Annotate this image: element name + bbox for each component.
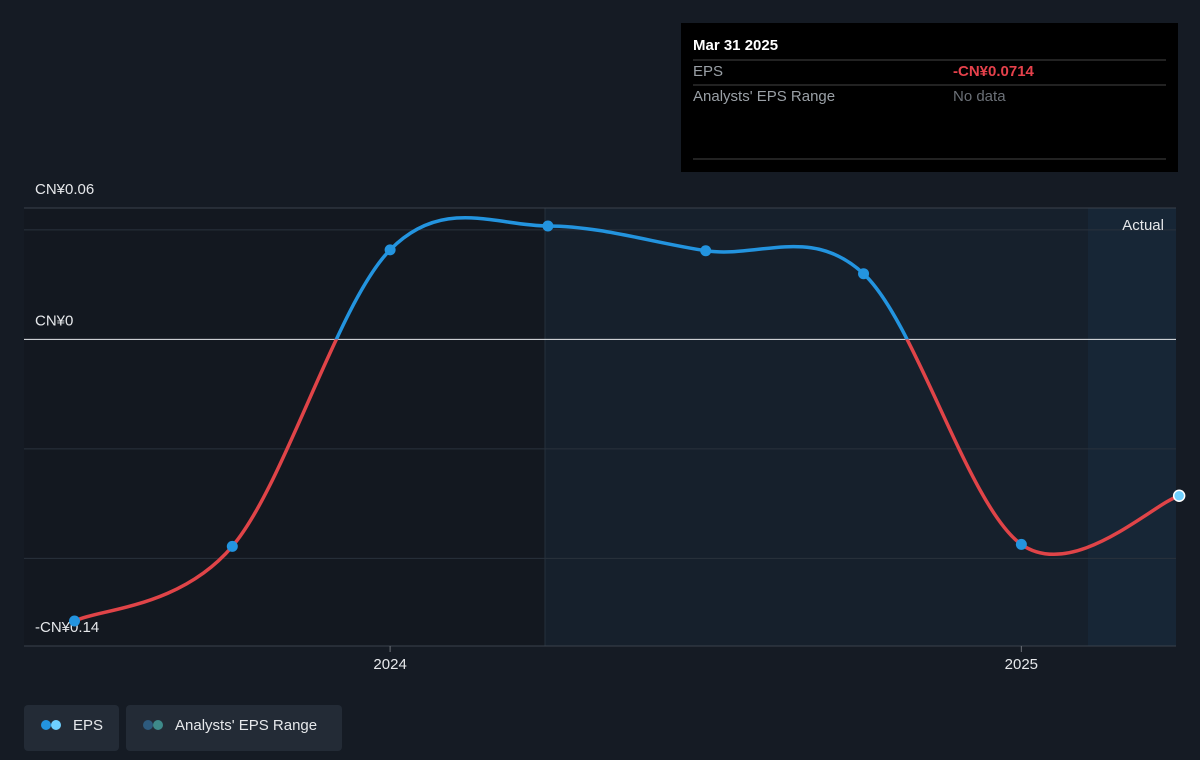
actual-region <box>1088 208 1176 646</box>
point <box>542 220 554 232</box>
legend-label: EPS <box>73 717 103 734</box>
tooltip: Mar 31 2025 EPS -CN¥0.0714 Analysts' EPS… <box>681 23 1178 172</box>
tooltip-eps-value: -CN¥0.0714 <box>953 63 1035 80</box>
legend-swatch <box>51 720 61 730</box>
point <box>1172 489 1186 503</box>
legend-swatch <box>153 720 163 730</box>
plot: -CN¥0.14 CN¥0 CN¥0.06 2024 2025 <box>24 181 1186 673</box>
tooltip-date: Mar 31 2025 <box>693 37 778 54</box>
past-region <box>24 208 545 646</box>
point <box>384 244 396 256</box>
legend: EPS Analysts' EPS Range <box>24 705 342 751</box>
line-negative <box>73 339 1180 623</box>
y-tick-label: CN¥0 <box>35 312 73 329</box>
point <box>68 615 80 627</box>
legend-swatch <box>143 720 153 730</box>
x-tick-label: 2025 <box>1005 656 1038 673</box>
x-tick-label: 2024 <box>373 656 406 673</box>
point <box>226 540 238 552</box>
recent-region <box>545 208 1176 646</box>
tooltip-eps-label: EPS <box>693 63 723 80</box>
tooltip-box <box>681 23 1178 172</box>
legend-button[interactable] <box>24 705 119 751</box>
line-positive <box>334 216 910 340</box>
point <box>700 245 712 257</box>
legend-button[interactable] <box>126 705 342 751</box>
y-tick-label: -CN¥0.14 <box>35 619 99 636</box>
point <box>1015 538 1027 550</box>
tooltip-range-value: No data <box>953 88 1006 105</box>
tooltip-range-label: Analysts' EPS Range <box>693 88 835 105</box>
legend-label: Analysts' EPS Range <box>175 717 317 734</box>
y-tick-label: CN¥0.06 <box>35 181 94 198</box>
annotation: Actual <box>1122 217 1164 234</box>
point <box>858 268 870 280</box>
legend-swatch <box>41 720 51 730</box>
